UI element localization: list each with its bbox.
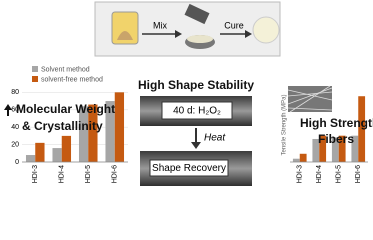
right-line2: Fibers (318, 132, 354, 146)
up-arrow (4, 104, 12, 116)
bar (331, 137, 339, 162)
left-line2: & Crystallinity (22, 119, 103, 133)
condition: 40 d: H₂O₂ (173, 106, 221, 117)
x-tick-label: HDI-6 (112, 165, 119, 183)
bar (358, 96, 366, 162)
bar (35, 142, 45, 162)
condition-box (161, 101, 233, 120)
legend-label: Solvent method (41, 66, 90, 73)
powder (117, 31, 133, 40)
x-tick-label: HDI-6 (355, 165, 362, 183)
legend-swatch (32, 76, 38, 82)
graphical-abstract: Mix Cure High Shape Stability 40 d: H₂O₂… (4, 1, 373, 186)
bar (114, 92, 125, 162)
bar (52, 148, 62, 162)
bar (61, 135, 72, 162)
x-tick-label: HDI-5 (336, 165, 343, 183)
mix-label: Mix (153, 20, 167, 30)
bar (351, 135, 359, 162)
y-tick-label: 60 (11, 107, 19, 114)
pour-cup (184, 3, 210, 25)
y-tick-label: 40 (11, 124, 19, 131)
x-tick-label: HDI-4 (316, 165, 323, 183)
jar (111, 11, 139, 45)
x-tick-label: HDI-3 (297, 165, 304, 183)
arrowhead (245, 30, 252, 38)
fibers (287, 85, 333, 113)
legend-label: solvent-free method (41, 76, 103, 83)
right-line1: High Strength (300, 116, 373, 130)
result: Shape Recovery (152, 163, 226, 174)
bar (312, 138, 320, 162)
x-tick-label: HDI-4 (59, 165, 66, 183)
arrowhead (175, 30, 182, 38)
melt (187, 35, 213, 43)
arrowhead (191, 142, 201, 149)
middle-title: High Shape Stability (138, 78, 254, 92)
left-line1: Molecular Weight (16, 102, 115, 116)
film (252, 16, 280, 44)
y-tick-label: 20 (11, 141, 19, 148)
x-tick-label: HDI-5 (85, 165, 92, 183)
legend-swatch (32, 66, 38, 72)
bar (78, 106, 89, 162)
bar (25, 155, 36, 162)
bar (88, 104, 98, 162)
y-axis-label: Tensile Strength (MPa) (282, 94, 288, 155)
bar (319, 135, 327, 162)
bar (292, 158, 300, 162)
heat-label: Heat (204, 133, 226, 144)
bar (338, 135, 346, 162)
bar (105, 101, 115, 162)
bar (299, 153, 307, 162)
cure-label: Cure (224, 20, 244, 30)
y-tick-label: 0 (15, 159, 19, 166)
result-box (149, 159, 229, 177)
x-tick-label: HDI-3 (32, 165, 39, 183)
y-tick-label: 80 (11, 89, 19, 96)
